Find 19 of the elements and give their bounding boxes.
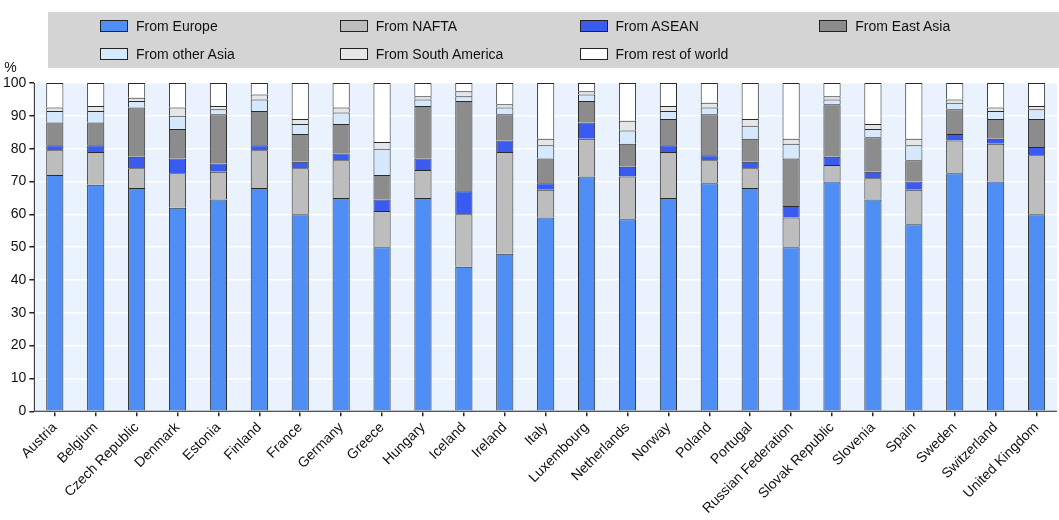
y-tick-label: 10: [10, 369, 27, 386]
y-tick-label: 90: [10, 106, 27, 123]
y-tick-label: 0: [18, 402, 27, 419]
y-axis-title: %: [4, 58, 17, 75]
y-tick-label: 40: [10, 270, 27, 287]
y-tick-label: 80: [10, 139, 27, 156]
legend-label: From Europe: [136, 18, 218, 34]
legend-label: From other Asia: [136, 46, 235, 62]
legend-label: From ASEAN: [615, 18, 699, 34]
y-tick-label: 100: [3, 73, 27, 90]
legend-label: From East Asia: [855, 18, 951, 34]
y-tick-label: 20: [10, 336, 27, 353]
y-tick-label: 30: [10, 303, 27, 320]
y-tick-label: 60: [10, 205, 27, 222]
legend-label: From rest of world: [615, 46, 729, 62]
y-tick-label: 70: [10, 172, 27, 189]
legend-label: From South America: [375, 46, 504, 62]
y-tick-label: 50: [10, 238, 27, 254]
legend-label: From NAFTA: [375, 18, 458, 34]
